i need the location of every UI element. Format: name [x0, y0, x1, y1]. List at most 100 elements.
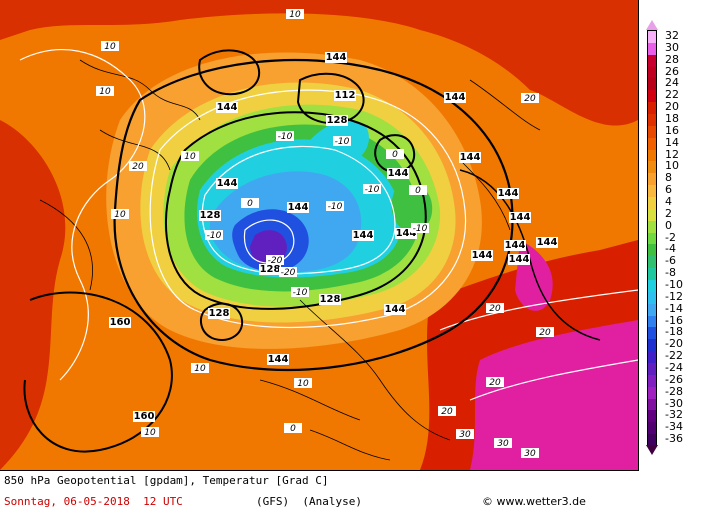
legend-label: -6	[665, 254, 676, 268]
geopotential-label: 144	[396, 228, 417, 239]
temp-label-bg	[276, 131, 294, 141]
geopotential-label: 128	[260, 264, 281, 275]
temperature-label: 20	[489, 378, 501, 388]
geopotential-label: 144	[217, 102, 238, 113]
legend-swatch	[648, 197, 656, 210]
geo-label-bg	[259, 264, 281, 275]
geo-label-bg	[509, 212, 531, 223]
map-variable-title: 850 hPa Geopotential [gpdam], Temperatur…	[4, 474, 329, 487]
cold-pocket-east	[391, 185, 433, 232]
legend-swatch	[648, 256, 656, 269]
legend-swatch	[648, 161, 656, 174]
legend-swatch	[648, 31, 656, 44]
southeast-hot-region	[470, 320, 638, 470]
legend-label: -18	[665, 325, 683, 339]
legend-label: -30	[665, 396, 683, 410]
legend-label: -36	[665, 432, 683, 446]
geo-label-bg	[395, 228, 417, 239]
temp-label-bg	[129, 161, 147, 171]
temp-label-bg	[456, 429, 474, 439]
temperature-labels: 10 10 10 10 10 20 20 -10 -10 -10 -10 -10 -20 -20 -10 0 0…	[96, 9, 554, 459]
temperature-label: 0	[392, 150, 398, 160]
temperature-label: 0	[290, 424, 296, 434]
temp-label-bg	[409, 185, 427, 195]
geopotential-label: 144	[388, 168, 409, 179]
geopotential-label: 144	[505, 240, 526, 251]
geo-label-bg	[267, 354, 289, 365]
temperature-label: -10	[328, 202, 343, 212]
legend-label: 30	[665, 40, 679, 54]
temperature-label: 20	[539, 328, 551, 338]
geo-label-bg	[199, 210, 221, 221]
geo-label-bg	[352, 230, 374, 241]
temperature-label: 10	[99, 87, 111, 97]
temp-label-bg	[101, 41, 119, 51]
legend-label: -24	[665, 360, 683, 374]
geo-label-bg	[287, 202, 309, 213]
legend-label: -32	[665, 408, 683, 422]
geopotential-label: 144	[217, 178, 238, 189]
copyright-icon: ©	[482, 495, 493, 508]
legend-label: 24	[665, 76, 679, 90]
legend-swatch	[648, 208, 656, 222]
isohypse-112	[296, 72, 365, 124]
legend-swatch	[648, 102, 656, 115]
legend-label: 22	[665, 88, 679, 102]
temp-label-bg	[333, 136, 351, 146]
temperature-geopotential-map: 1441441441441441441441441441441441441281…	[0, 0, 638, 470]
legend-color-bar	[647, 30, 657, 447]
isotherm-minus-10	[201, 145, 396, 275]
legend-up-arrow-icon	[646, 20, 658, 30]
legend-label: -4	[665, 242, 676, 256]
temp-label-bg	[326, 201, 344, 211]
geo-label-bg	[387, 168, 409, 179]
temp-label-bg	[494, 438, 512, 448]
legend-label: -2	[665, 230, 676, 244]
temp-label-bg	[521, 93, 539, 103]
legend-label: -10	[665, 277, 683, 291]
legend-swatch	[648, 434, 656, 447]
geopotential-label: 144	[509, 254, 530, 265]
geopotential-label: 160	[110, 317, 131, 328]
isotherm-10	[19, 49, 146, 381]
legend-swatch	[648, 363, 656, 376]
geo-label-bg	[459, 152, 481, 163]
weather-map: 144 144 144 144 144 144 144 144 144 144 144 144 128 1…	[0, 0, 639, 471]
geo-label-bg	[508, 254, 530, 265]
temperature-label: 30	[497, 439, 509, 449]
legend-label: 16	[665, 123, 679, 137]
temp-label-bg	[386, 149, 404, 159]
legend-label: 18	[665, 111, 679, 125]
legend-swatch	[648, 78, 656, 91]
geopotential-label: 144	[385, 304, 406, 315]
legend-label: 6	[665, 183, 672, 197]
temp-label-bg	[205, 230, 223, 240]
legend-swatch	[648, 303, 656, 317]
temperature-label: 20	[441, 407, 453, 417]
temperature-label: 0	[247, 199, 253, 209]
map-date: Sonntag, 06-05-2018 12 UTC	[4, 495, 183, 508]
legend-label: -16	[665, 313, 683, 327]
legend-label: 10	[665, 159, 679, 173]
map-credit: © www.wetter3.de	[482, 495, 586, 508]
legend-swatch	[648, 173, 656, 186]
legend-label: -26	[665, 372, 683, 386]
temperature-label: 10	[184, 152, 196, 162]
geo-label-bg	[497, 188, 519, 199]
legend-label: -20	[665, 337, 683, 351]
temperature-label: 20	[489, 304, 501, 314]
temperature-label: -10	[413, 224, 428, 234]
temperature-legend: 32 30 28 26 24 22 20 18 16 14 12 10 8 6 4 2 0 -2 -4 -6 -8 -10…	[641, 0, 704, 470]
temp-label-bg	[536, 327, 554, 337]
geopotential-label: 144	[326, 52, 347, 63]
temp-label-bg	[291, 287, 309, 297]
legend-swatch	[648, 54, 656, 68]
temperature-label: 10	[144, 428, 156, 438]
geo-label-bg	[109, 317, 131, 328]
isohypse-small-ring	[198, 49, 261, 96]
legend-swatch	[648, 185, 656, 198]
geo-label-bg	[319, 294, 341, 305]
temp-label-bg	[411, 223, 429, 233]
temperature-label: 30	[524, 449, 536, 459]
temp-label-bg	[181, 151, 199, 161]
